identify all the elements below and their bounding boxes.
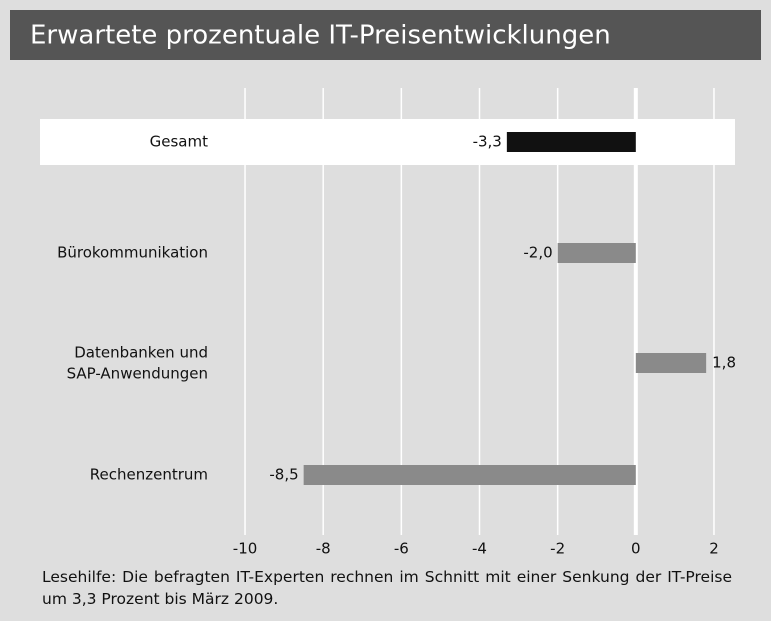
category-label: Gesamt <box>150 133 208 151</box>
x-tick-label: -6 <box>394 540 409 558</box>
category-label: Bürokommunikation <box>57 244 208 262</box>
x-tick-label: -2 <box>550 540 565 558</box>
note: Lesehilfe: Die befragten IT-Experten rec… <box>42 568 732 608</box>
value-label: 1,8 <box>712 354 736 372</box>
bar <box>506 132 636 152</box>
value-label: -3,3 <box>473 133 502 151</box>
category-label: Datenbanken und SAP-Anwendungen <box>67 343 208 382</box>
x-tick-label: -8 <box>316 540 331 558</box>
title-bar <box>10 10 761 60</box>
value-label: -2,0 <box>523 244 552 262</box>
bar <box>557 243 636 263</box>
x-tick-label: 2 <box>709 540 719 558</box>
bar <box>303 465 636 485</box>
x-tick-label: 0 <box>631 540 641 558</box>
category-label: Rechenzentrum <box>90 466 208 484</box>
value-label: -8,5 <box>269 466 298 484</box>
x-tick-label: -4 <box>472 540 487 558</box>
chart-title: Erwartete prozentuale IT-Preisentwicklun… <box>30 21 611 51</box>
x-tick-label: -10 <box>233 540 258 558</box>
bar <box>635 353 707 373</box>
